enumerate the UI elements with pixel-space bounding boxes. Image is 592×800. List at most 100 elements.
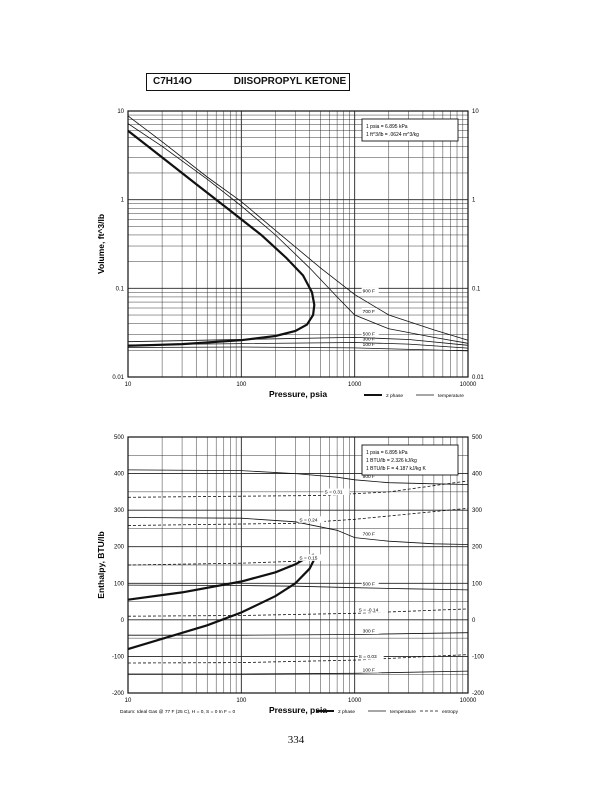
- x-tick-label: 10000: [460, 382, 477, 388]
- y-tick-label: 0: [121, 618, 125, 624]
- series-label-bg: [361, 666, 379, 673]
- y-tick-label-right: 1: [472, 198, 476, 204]
- entropy-line: [127, 507, 469, 526]
- x-tick-label: 100: [236, 382, 247, 388]
- compound-formula: C7H14O: [153, 76, 192, 87]
- series-label: 700 F: [363, 309, 375, 315]
- chart-footnote: Datum: Ideal Gas @ 77 F (25 C), H = 0, S…: [120, 709, 235, 715]
- series-label: S = -0.14: [359, 607, 379, 613]
- legend-label: temperature: [390, 709, 416, 715]
- y-tick-label-right: 0.1: [472, 286, 481, 292]
- series-label: S = 0.15: [299, 555, 317, 561]
- y-tick-label: 1: [121, 198, 125, 204]
- series-label-bg: [361, 308, 379, 315]
- x-axis-label: Pressure, psia: [269, 705, 327, 715]
- y-tick-label: 400: [114, 472, 125, 478]
- conversion-note: 1 BTU/lb = 2.326 kJ/kg: [366, 458, 417, 464]
- series-label-bg: [361, 335, 379, 342]
- x-axis-label: Pressure, psia: [269, 389, 327, 399]
- x-tick-label: 10: [125, 382, 132, 388]
- isotherm-line: [127, 342, 469, 349]
- series-label-bg: [298, 516, 325, 523]
- entropy-line: [127, 608, 469, 617]
- conversion-note-box: [361, 444, 459, 476]
- series-label: 500 F: [363, 331, 375, 337]
- series-label: 300 F: [363, 628, 375, 634]
- y-tick-label: 10: [117, 109, 124, 115]
- entropy-line: [127, 480, 469, 498]
- legend-label: entropy: [442, 709, 459, 715]
- y-tick-label-right: -100: [472, 654, 485, 660]
- entropy-line: [127, 654, 469, 664]
- isotherm-line: [127, 469, 469, 485]
- y-tick-label: 300: [114, 508, 125, 514]
- series-label: 500 F: [363, 582, 375, 588]
- isotherm-line: [128, 670, 469, 675]
- legend-label: 2 phase: [386, 393, 403, 399]
- series-label: 900 F: [363, 474, 375, 480]
- y-tick-label-right: 10: [472, 109, 479, 115]
- conversion-note: 1 BTU/lb F = 4.187 kJ/kg K: [366, 466, 427, 472]
- isotherm-line: [127, 346, 469, 352]
- entropy-line: [127, 559, 316, 566]
- y-tick-label-right: 0.01: [472, 375, 484, 381]
- x-tick-label: 10: [125, 698, 132, 704]
- y-tick-label-right: 400: [472, 472, 483, 478]
- series-label: 900 F: [363, 289, 375, 295]
- x-tick-label: 1000: [348, 382, 362, 388]
- page-number: 334: [287, 734, 305, 746]
- series-label-bg: [323, 488, 350, 496]
- y-tick-label-right: 0: [472, 618, 476, 624]
- series-label-bg: [357, 653, 384, 660]
- legend-label: temperature: [438, 393, 464, 399]
- plot-frame: [127, 436, 469, 694]
- legend-label: 2 phase: [338, 709, 355, 715]
- series-label: S = 0.31: [325, 490, 343, 496]
- y-tick-label: 0.1: [116, 286, 125, 292]
- x-tick-label: 100: [236, 698, 247, 704]
- conversion-note: 1 psia = 6.895 kPa: [366, 450, 408, 456]
- x-tick-label: 1000: [348, 698, 362, 704]
- series-label: S = 0.24: [299, 517, 317, 523]
- series-label-bg: [357, 606, 387, 613]
- plot-frame: [127, 110, 469, 378]
- y-tick-label-right: 300: [472, 508, 483, 514]
- series-label: S = 0.03: [359, 654, 377, 660]
- series-label: 100 F: [363, 342, 375, 348]
- title-box: C7H14O DIISOPROPYL KETONE: [146, 73, 350, 91]
- series-label-bg: [361, 627, 379, 634]
- series-label-bg: [361, 340, 379, 348]
- series-label: 100 F: [363, 667, 375, 673]
- compound-name: DIISOPROPYL KETONE: [233, 76, 347, 87]
- series-label-bg: [361, 530, 379, 538]
- conversion-note-box: [361, 118, 459, 142]
- isotherm-line: [128, 632, 469, 636]
- series-label-bg: [298, 554, 325, 561]
- series-label: 300 F: [363, 336, 375, 342]
- conversion-note: 1 ft^3/lb = .0624 m^3/kg: [366, 132, 419, 138]
- y-axis-label: Enthalpy, BTU/lb: [96, 531, 106, 598]
- isotherm-line: [127, 584, 469, 591]
- y-tick-label-right: -200: [472, 691, 485, 697]
- series-label: 700 F: [363, 532, 375, 538]
- y-tick-label: 100: [114, 581, 125, 587]
- y-axis-label: Volume, ft^3/lb: [96, 214, 106, 274]
- two-phase-envelope-line: [127, 129, 316, 347]
- y-tick-label: -100: [112, 654, 125, 660]
- isotherm-line: [127, 517, 469, 545]
- y-tick-label-right: 100: [472, 581, 483, 587]
- x-tick-label: 10000: [460, 698, 477, 704]
- isotherm-line: [127, 115, 469, 341]
- series-label-bg: [361, 472, 379, 480]
- series-label-bg: [361, 580, 379, 588]
- y-tick-label-right: 200: [472, 545, 483, 551]
- isotherm-line: [127, 336, 469, 346]
- conversion-note: 1 psia = 6.895 kPa: [366, 124, 408, 130]
- isotherm-line: [127, 123, 469, 344]
- y-tick-label: -200: [112, 691, 125, 697]
- series-label-bg: [361, 330, 379, 337]
- y-tick-label-right: 500: [472, 435, 483, 441]
